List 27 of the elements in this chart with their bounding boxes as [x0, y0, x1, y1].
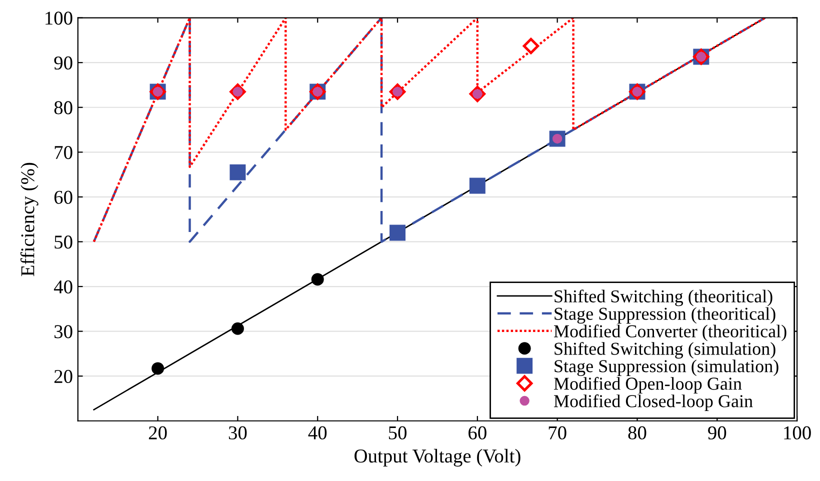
y-tick-label: 60 — [54, 190, 72, 204]
legend-label: Stage Suppression (simulation) — [554, 360, 778, 376]
x-tick-label: 60 — [468, 426, 486, 440]
y-tick-label: 70 — [54, 146, 72, 160]
y-tick-label: 80 — [54, 101, 72, 114]
y-tick-label: 30 — [54, 325, 72, 338]
x-tick-label: 80 — [628, 426, 646, 440]
x-tick-label: 100 — [784, 426, 811, 440]
x-axis-title: Output Voltage (Volt) — [354, 448, 520, 467]
y-tick-label: 90 — [54, 56, 72, 70]
legend-label: Shifted Switching (theoritical) — [554, 290, 772, 306]
y-tick-label: 100 — [46, 12, 72, 25]
legend-label: Modified Open-loop Gain — [554, 376, 742, 394]
legend-label: Modified Converter (theoritical) — [554, 324, 786, 342]
y-axis-title: Efficiency (%) — [20, 162, 38, 276]
legend-label: Modified Closed-loop Gain — [554, 394, 753, 411]
legend-label: Shifted Switching (simulation) — [554, 342, 776, 359]
x-tick-label: 70 — [548, 426, 566, 440]
x-tick-label: 30 — [228, 426, 247, 440]
legend-label: Stage Suppression (theoritical) — [554, 307, 776, 324]
x-tick-label: 90 — [708, 426, 726, 440]
x-tick-label: 20 — [148, 426, 167, 440]
y-tick-label: 50 — [54, 236, 72, 249]
y-tick-label: 20 — [54, 370, 72, 384]
x-tick-label: 40 — [308, 426, 327, 440]
x-tick-label: 50 — [388, 426, 406, 440]
y-tick-label: 40 — [54, 280, 72, 294]
